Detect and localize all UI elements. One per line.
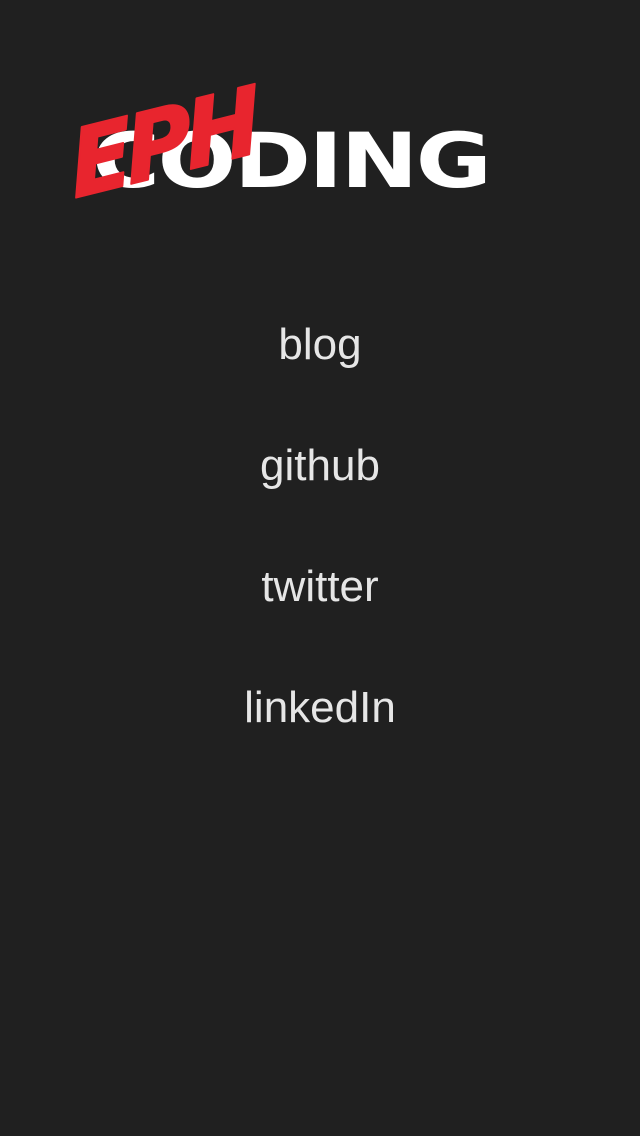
nav-link-github[interactable]: github <box>260 441 380 490</box>
logo-main-text: CODING <box>92 116 492 205</box>
logo-accent-text: EPH <box>65 65 264 220</box>
nav-link-twitter[interactable]: twitter <box>261 562 379 611</box>
nav-link-blog[interactable]: blog <box>278 320 362 369</box>
nav-link-linkedin[interactable]: linkedIn <box>244 683 396 732</box>
logo-accent-graffiti: EPH <box>64 64 265 221</box>
main-nav: blog github twitter linkedIn <box>0 305 640 789</box>
